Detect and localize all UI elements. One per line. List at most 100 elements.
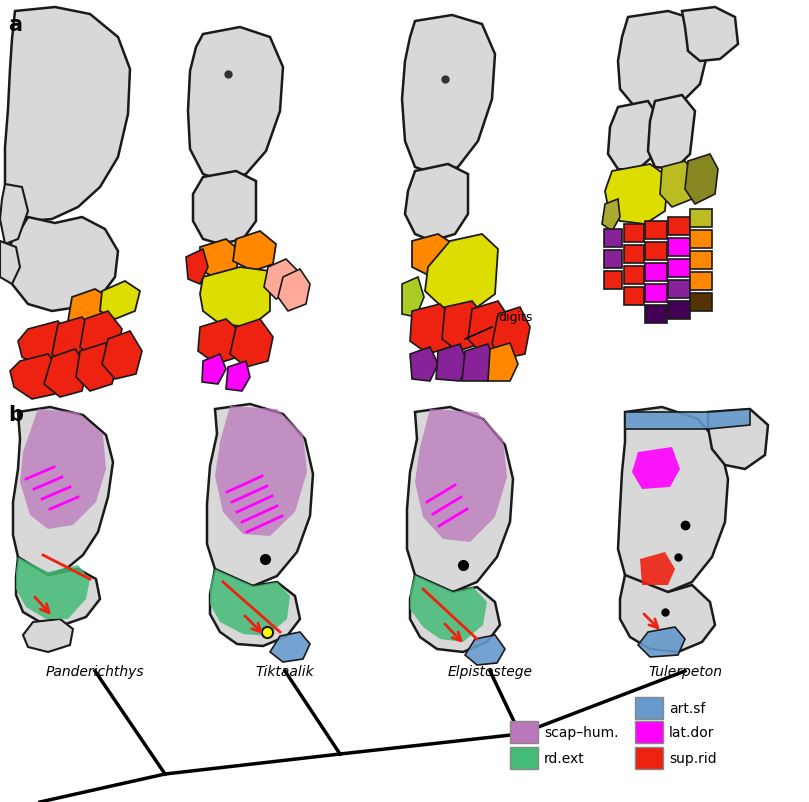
- Polygon shape: [16, 557, 100, 626]
- Polygon shape: [402, 16, 495, 175]
- Polygon shape: [690, 231, 712, 249]
- Polygon shape: [5, 8, 130, 221]
- Polygon shape: [215, 407, 307, 537]
- Polygon shape: [632, 448, 680, 489]
- Text: Tiktaalik: Tiktaalik: [256, 664, 315, 678]
- Polygon shape: [624, 288, 644, 306]
- Polygon shape: [685, 155, 718, 205]
- Polygon shape: [645, 221, 667, 240]
- Polygon shape: [210, 569, 290, 636]
- Bar: [635, 697, 663, 719]
- Polygon shape: [668, 217, 690, 236]
- Polygon shape: [202, 354, 226, 384]
- Polygon shape: [44, 350, 88, 398]
- Polygon shape: [624, 245, 644, 264]
- Polygon shape: [425, 235, 498, 312]
- Polygon shape: [645, 243, 667, 261]
- Polygon shape: [645, 285, 667, 302]
- Polygon shape: [648, 96, 695, 170]
- Polygon shape: [16, 557, 90, 619]
- Polygon shape: [462, 345, 495, 382]
- Text: lat.dor: lat.dor: [669, 725, 714, 739]
- Polygon shape: [23, 619, 73, 652]
- Polygon shape: [668, 281, 690, 298]
- Polygon shape: [624, 225, 644, 243]
- Text: Elpistostege: Elpistostege: [447, 664, 532, 678]
- Polygon shape: [604, 251, 622, 269]
- Polygon shape: [608, 102, 658, 172]
- Bar: [635, 721, 663, 743]
- Polygon shape: [624, 267, 644, 285]
- Text: Panderichthys: Panderichthys: [45, 664, 144, 678]
- Text: scap–hum.: scap–hum.: [544, 725, 619, 739]
- Text: art.sf: art.sf: [669, 701, 705, 715]
- Polygon shape: [645, 306, 667, 323]
- Polygon shape: [264, 260, 298, 300]
- Polygon shape: [186, 249, 208, 285]
- Polygon shape: [465, 635, 505, 665]
- Polygon shape: [415, 410, 507, 542]
- Polygon shape: [278, 269, 310, 312]
- Polygon shape: [405, 164, 468, 241]
- Polygon shape: [690, 273, 712, 290]
- Polygon shape: [620, 575, 715, 652]
- Polygon shape: [0, 184, 28, 245]
- Polygon shape: [645, 264, 667, 282]
- Polygon shape: [0, 241, 20, 285]
- Polygon shape: [690, 210, 712, 228]
- Polygon shape: [100, 282, 140, 320]
- Polygon shape: [80, 312, 122, 362]
- Polygon shape: [668, 302, 690, 320]
- Polygon shape: [18, 322, 72, 370]
- Polygon shape: [226, 362, 250, 391]
- Polygon shape: [102, 331, 142, 379]
- Polygon shape: [410, 347, 438, 382]
- Polygon shape: [708, 410, 768, 469]
- Polygon shape: [605, 164, 668, 225]
- Polygon shape: [668, 239, 690, 257]
- Polygon shape: [412, 235, 458, 277]
- Polygon shape: [690, 252, 712, 269]
- Polygon shape: [198, 320, 243, 365]
- Bar: [510, 721, 538, 743]
- Polygon shape: [640, 553, 675, 585]
- Text: b: b: [8, 404, 23, 424]
- Bar: [635, 747, 663, 769]
- Polygon shape: [602, 200, 620, 232]
- Polygon shape: [618, 12, 708, 111]
- Polygon shape: [13, 407, 113, 575]
- Polygon shape: [618, 407, 728, 592]
- Polygon shape: [604, 229, 622, 248]
- Polygon shape: [68, 290, 112, 330]
- Polygon shape: [270, 632, 310, 662]
- Polygon shape: [207, 404, 313, 586]
- Polygon shape: [625, 410, 750, 429]
- Polygon shape: [604, 272, 622, 290]
- Text: digits: digits: [498, 310, 532, 323]
- Polygon shape: [660, 162, 695, 208]
- Text: Tulerpeton: Tulerpeton: [648, 664, 722, 678]
- Polygon shape: [8, 217, 118, 312]
- Polygon shape: [20, 410, 106, 529]
- Polygon shape: [193, 172, 256, 245]
- Polygon shape: [410, 575, 500, 652]
- Polygon shape: [210, 569, 300, 646]
- Polygon shape: [468, 302, 510, 354]
- Text: rd.ext: rd.ext: [544, 751, 585, 765]
- Polygon shape: [638, 627, 685, 657]
- Polygon shape: [410, 305, 455, 354]
- Polygon shape: [492, 308, 530, 359]
- Polygon shape: [436, 345, 468, 382]
- Polygon shape: [410, 575, 487, 642]
- Text: a: a: [8, 15, 22, 35]
- Polygon shape: [442, 302, 485, 351]
- Polygon shape: [52, 318, 96, 367]
- Polygon shape: [188, 28, 283, 182]
- Polygon shape: [200, 268, 270, 327]
- Polygon shape: [488, 343, 518, 382]
- Polygon shape: [402, 277, 424, 318]
- Polygon shape: [668, 260, 690, 277]
- Polygon shape: [200, 240, 240, 280]
- Polygon shape: [230, 320, 273, 367]
- Text: sup.rid: sup.rid: [669, 751, 717, 765]
